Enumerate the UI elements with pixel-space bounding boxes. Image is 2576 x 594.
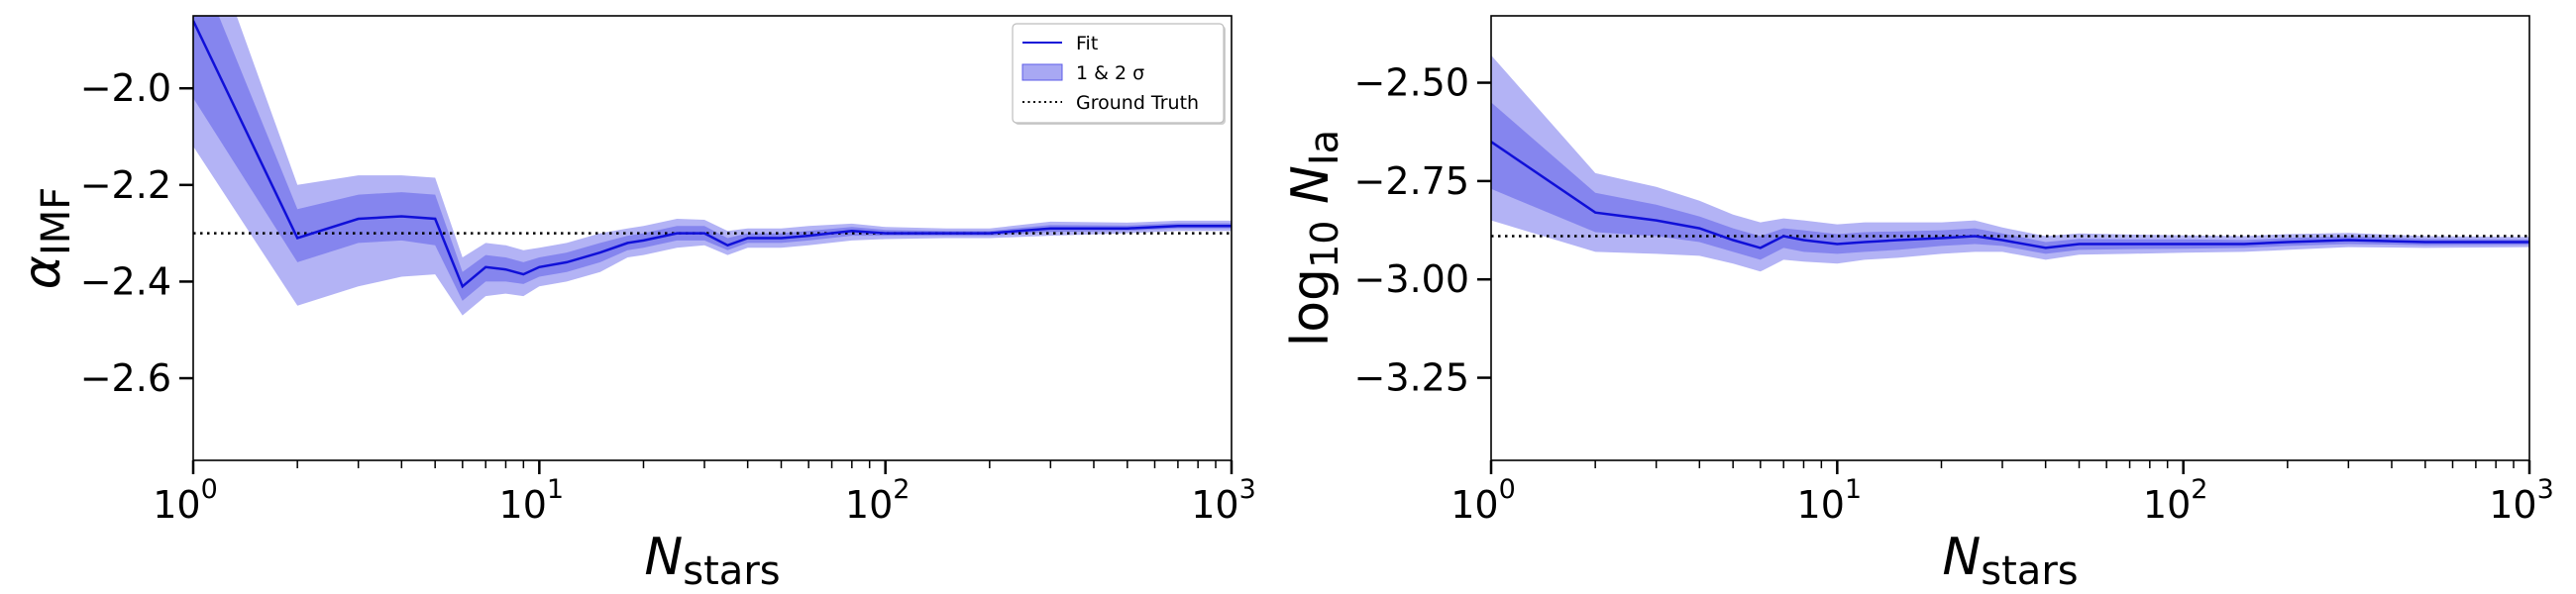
x-tick-base: 10 [1450,483,1498,527]
imf-slope-panel: 100 101 102 103−2.0−2.2−2.4−2.6NstarsαIMFFi… [13,15,1256,594]
y-tick-label: −3.00 [1354,257,1469,301]
y-axis-log-base: 10 [1303,221,1346,268]
y-axis-label: log10 NIa [1281,130,1347,346]
y-tick-label: −2.75 [1354,159,1469,203]
fit-line [193,20,1232,289]
y-tick-label: −2.6 [80,356,171,400]
x-tick-label: 102 [845,474,911,527]
x-tick-exponent: 1 [1845,474,1862,505]
y-axis-sub: IMF [34,187,79,255]
fit-line [1491,141,2529,249]
x-tick-exponent: 0 [201,474,218,505]
x-tick-exponent: 3 [1239,474,1256,505]
x-axis-label: Nstars [644,528,780,594]
x-tick-label: 100 [1450,474,1516,527]
x-tick-exponent: 2 [2191,474,2207,505]
y-axis-sub: Ia [1302,130,1347,165]
plot-area [193,16,1232,316]
x-tick-exponent: 1 [547,474,564,505]
y-axis-space [1281,204,1341,221]
legend-label: 1 & 2 σ [1076,62,1144,84]
x-axis-sub: stars [683,548,780,594]
x-tick-base: 10 [2143,483,2191,527]
y-tick-label: −2.2 [80,163,171,207]
x-tick-label: 103 [1191,474,1256,527]
legend-label: Ground Truth [1076,92,1199,114]
y-axis-log: log [1281,268,1341,346]
sigma2-band [193,16,1232,316]
y-axis-label: αIMF [13,187,79,290]
x-tick-exponent: 0 [1499,474,1516,505]
x-tick-base: 10 [499,483,547,527]
y-tick-label: −2.4 [80,259,171,303]
x-axis-sub: stars [1981,548,2078,594]
sigma2-band [1491,54,2529,272]
x-tick-label: 102 [2143,474,2208,527]
x-tick-base: 10 [2489,483,2536,527]
x-tick-label: 101 [499,474,565,527]
snia-number-panel: 100 101 102 103−2.50−2.75−3.00−3.25Nstarslo… [1281,15,2554,594]
x-tick-label: 100 [153,474,218,527]
axes-frame [192,15,1233,461]
x-axis-label: Nstars [1942,528,2078,594]
y-axis-var: N [1281,165,1341,204]
y-axis-var: α [13,255,72,289]
legend-box [1012,23,1225,124]
x-tick-base: 10 [153,483,200,527]
plot-area [1491,54,2529,272]
y-tick-label: −2.0 [80,66,171,110]
y-tick-label: −3.25 [1354,356,1469,400]
x-tick-base: 10 [1797,483,1845,527]
x-tick-label: 101 [1797,474,1863,527]
x-axis-var: N [644,528,683,587]
legend-label: Fit [1076,33,1098,54]
sigma1-band [1491,102,2529,260]
x-axis-var: N [1942,528,1981,587]
x-tick-exponent: 2 [893,474,910,505]
x-tick-base: 10 [845,483,893,527]
x-tick-exponent: 3 [2537,474,2554,505]
axes-frame [1490,15,2530,461]
legend: Fit 1 & 2 σ Ground Truth [1012,23,1226,125]
x-tick-label: 103 [2489,474,2554,527]
y-tick-label: −2.50 [1354,61,1469,105]
x-tick-base: 10 [1191,483,1238,527]
legend-band-swatch [1021,63,1063,81]
